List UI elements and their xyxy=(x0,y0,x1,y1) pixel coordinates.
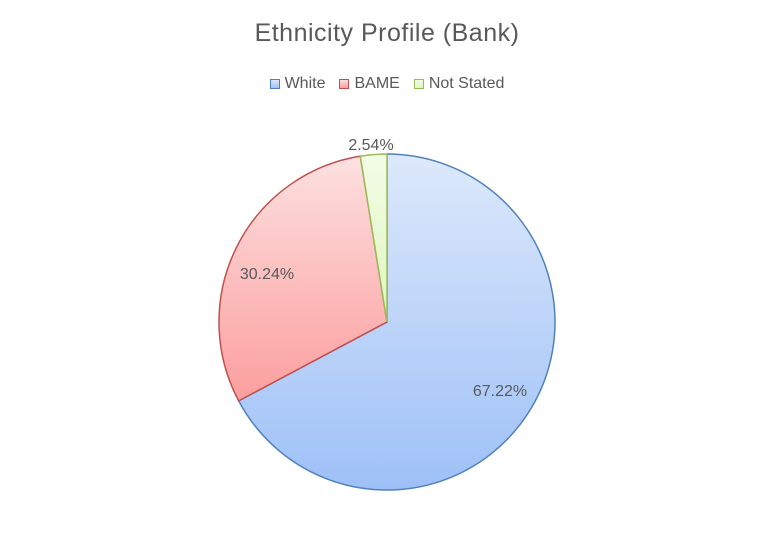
pie-slices xyxy=(218,153,556,491)
legend-swatch-white xyxy=(269,79,280,89)
legend-swatch-not-stated xyxy=(413,79,424,89)
legend-label-not-stated: Not Stated xyxy=(428,75,505,92)
legend-label-bame: BAME xyxy=(354,75,400,92)
pie-labels: 67.22% 30.24% 2.54% xyxy=(240,137,527,400)
legend-item-not-stated[interactable]: Not Stated xyxy=(413,75,505,93)
pie-slice-not-stated[interactable] xyxy=(359,153,388,323)
data-label-white: 67.22% xyxy=(473,383,527,400)
legend-swatch-bame xyxy=(339,79,350,89)
data-label-bame: 30.24% xyxy=(240,266,294,283)
pie-slice-bame[interactable] xyxy=(218,155,388,402)
chart-title: Ethnicity Profile (Bank) xyxy=(254,19,520,47)
legend-label-white: White xyxy=(284,75,326,92)
legend-item-bame[interactable]: BAME xyxy=(339,75,400,93)
legend-item-white[interactable]: White xyxy=(269,75,326,93)
data-label-not-stated: 2.54% xyxy=(348,137,393,154)
pie-slice-white[interactable] xyxy=(237,153,556,491)
legend: White BAME Not Stated xyxy=(0,75,774,93)
